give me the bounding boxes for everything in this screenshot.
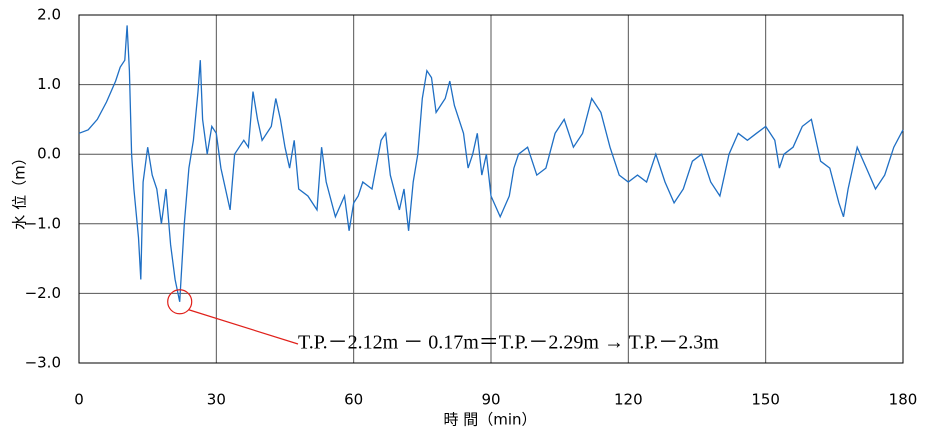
annotation-leader [188, 309, 299, 345]
y-axis-label: 水 位（m） [11, 150, 29, 229]
plot-border [78, 14, 904, 364]
x-axis-label: 時 間（min） [443, 411, 536, 429]
x-tick-label: 120 [614, 391, 643, 409]
annotation-text: T.P.－2.12m － 0.17m＝T.P.－2.29m → T.P.－2.3… [298, 332, 719, 354]
y-tick-label: 1.0 [37, 75, 61, 93]
x-tick-label: 0 [74, 391, 84, 409]
y-tick-label: 0.0 [37, 145, 61, 163]
x-tick-label: 180 [889, 391, 918, 409]
x-tick-label: 150 [751, 391, 780, 409]
y-tick-label: −1.0 [25, 214, 61, 232]
data-line [78, 25, 904, 302]
x-tick-label: 90 [481, 391, 500, 409]
y-tick-label: −2.0 [25, 284, 61, 302]
y-tick-label: −3.0 [25, 354, 61, 372]
x-tick-label: 60 [344, 391, 363, 409]
x-tick-label: 30 [207, 391, 226, 409]
annotation-circle [167, 289, 193, 315]
y-tick-label: 2.0 [37, 6, 61, 24]
